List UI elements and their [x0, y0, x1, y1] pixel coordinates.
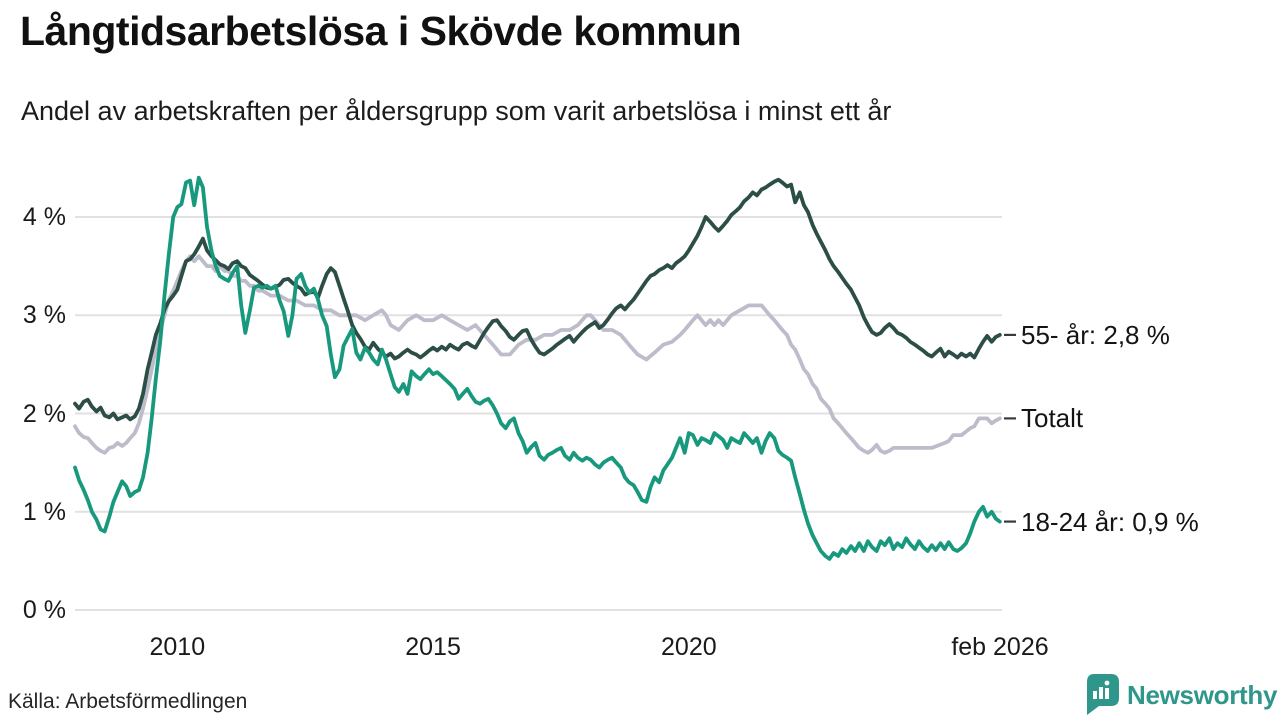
brand-lockup: Newsworthy	[1084, 673, 1277, 717]
x-tick-label: 2020	[661, 633, 717, 661]
series-label-1: Totalt	[1021, 403, 1084, 434]
chart-subtitle: Andel av arbetskraften per åldersgrupp s…	[21, 96, 892, 126]
series-line-1	[73, 254, 1002, 455]
logo-bar-3	[1105, 688, 1109, 699]
series-group	[73, 175, 1002, 561]
logo-bar-2	[1099, 687, 1103, 699]
newsworthy-logo-icon	[1087, 674, 1119, 715]
series-label-0: 55- år: 2,8 %	[1021, 319, 1170, 350]
source-note: Källa: Arbetsförmedlingen	[8, 690, 248, 713]
y-tick-label: 4 %	[22, 203, 66, 231]
y-tick-label: 2 %	[22, 399, 66, 428]
brand-name: Newsworthy	[1127, 679, 1278, 710]
y-tick-label: 0 %	[22, 596, 66, 624]
logo-exclamation-dot	[1104, 680, 1110, 686]
series-line-2	[73, 175, 1002, 561]
y-tick-label: 1 %	[22, 497, 66, 526]
label-tick-dashes	[1004, 333, 1016, 523]
series-label-2: 18-24 år: 0,9 %	[1021, 506, 1199, 537]
chart-title: Långtidsarbetslösa i Skövde kommun	[20, 8, 742, 54]
x-tick-label: feb 2026	[951, 633, 1049, 661]
gridlines	[75, 216, 1002, 611]
series-line-0	[73, 177, 1002, 422]
x-tick-label: 2015	[405, 633, 461, 661]
logo-bar-1	[1093, 691, 1097, 699]
y-tick-label: 3 %	[22, 301, 66, 330]
x-tick-label: 2010	[149, 633, 206, 661]
